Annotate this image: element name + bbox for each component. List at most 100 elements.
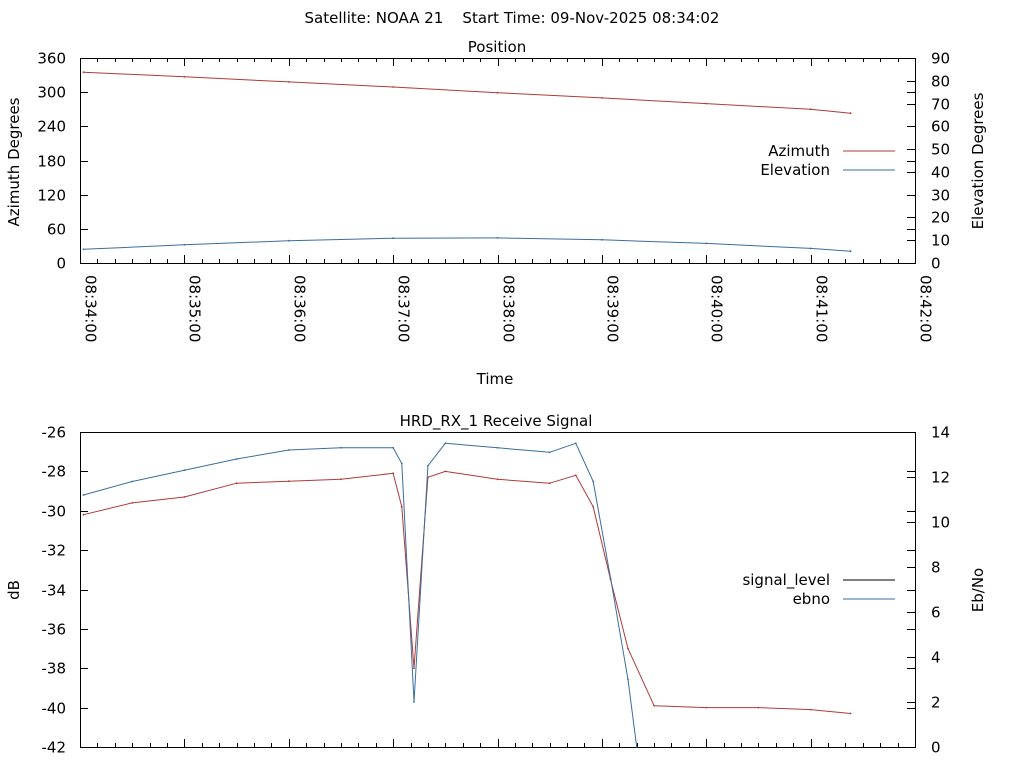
data-point: [287, 81, 290, 83]
y-tick-label: -42: [42, 739, 67, 757]
y-tick-label: 0: [56, 255, 66, 273]
data-point: [400, 462, 403, 465]
legend-elevation-label: Elevation: [760, 161, 830, 179]
data-point: [548, 451, 551, 454]
y2-tick-label: 50: [931, 141, 950, 159]
position-series: [82, 71, 852, 253]
data-point: [287, 480, 290, 483]
x-tick-label: 08:35:00: [186, 275, 204, 342]
data-point: [287, 239, 290, 242]
position-y2-axis: 0 10 20 30 40 50 60 70 80 90: [907, 50, 950, 273]
y2-tick-label: 70: [931, 96, 950, 114]
signal-chart-title: HRD_RX_1 Receive Signal: [400, 412, 593, 431]
data-point: [413, 667, 415, 670]
x-tick-label: 08:34:00: [82, 275, 100, 342]
data-point: [705, 242, 708, 245]
data-point: [496, 91, 499, 94]
data-point: [82, 494, 85, 496]
data-point: [635, 746, 638, 748]
data-point: [548, 482, 551, 485]
data-point: [183, 243, 186, 246]
signal-chart: HRD_RX_1 Receive Signal -26 -28 -30 -32 -34 -…: [5, 412, 987, 757]
signal-y-axis: -26 -28 -30 -32 -34 -36 -38 -40 -42: [42, 424, 915, 757]
legend-azimuth-label: Azimuth: [768, 142, 830, 160]
data-point: [601, 97, 603, 99]
signal-y2-axis-label: Eb/No: [969, 568, 987, 612]
y2-tick-label: 6: [931, 604, 941, 622]
series-line-ebno: [83, 442, 638, 748]
data-point: [340, 478, 342, 481]
y-tick-label: 360: [37, 50, 66, 68]
y-tick-label: -36: [42, 621, 67, 639]
data-point: [609, 577, 612, 580]
x-tick-label: 08:42:00: [917, 275, 935, 342]
signal-legend: signal_level ebno: [742, 571, 895, 608]
data-point: [392, 472, 394, 475]
data-point: [82, 248, 85, 251]
data-point: [849, 250, 852, 253]
y2-tick-label: 2: [931, 694, 941, 712]
data-point: [183, 75, 186, 78]
position-y2-axis-label: Elevation Degrees: [969, 92, 987, 229]
series-line-elevation: [83, 237, 851, 252]
y2-tick-label: 0: [931, 739, 941, 757]
data-point: [235, 458, 238, 460]
data-point: [496, 446, 499, 449]
y-tick-label: 300: [37, 84, 66, 102]
data-point: [849, 112, 852, 115]
y2-tick-label: 0: [931, 255, 941, 273]
data-point: [809, 108, 812, 111]
y2-tick-label: 10: [931, 514, 950, 532]
y2-tick-label: 4: [931, 649, 941, 667]
data-point: [82, 513, 85, 516]
data-point: [653, 704, 655, 707]
y2-tick-label: 14: [931, 424, 950, 442]
y-tick-label: -26: [42, 424, 67, 442]
data-point: [809, 247, 812, 250]
y2-tick-label: 40: [931, 164, 950, 182]
y2-tick-label: 8: [931, 559, 941, 577]
y2-tick-label: 60: [931, 118, 950, 136]
data-point: [757, 706, 760, 709]
series-line-azimuth: [83, 71, 851, 114]
signal-x-axis: [80, 739, 916, 747]
data-point: [574, 442, 577, 445]
position-chart-title: Position: [468, 38, 526, 56]
data-point: [183, 496, 186, 498]
y2-tick-label: 20: [931, 209, 950, 227]
data-point: [627, 647, 629, 650]
y-tick-label: -30: [42, 503, 67, 521]
data-point: [705, 706, 708, 709]
legend-signal-level-label: signal_level: [742, 571, 830, 590]
legend-ebno-label: ebno: [793, 590, 830, 608]
y-tick-label: 180: [37, 153, 66, 171]
y-tick-label: -32: [42, 542, 67, 560]
data-point: [340, 446, 342, 449]
signal-y2-axis: 0 2 4 6 8 10 12 14: [907, 424, 950, 757]
data-point: [444, 442, 447, 445]
x-tick-label: 08:41:00: [813, 275, 831, 342]
y-tick-label: -28: [42, 463, 67, 481]
position-x-axis: 08:34:00 08:35:00 08:36:00 08:37:00 08:38:00…: [80, 58, 935, 342]
data-point: [413, 701, 415, 703]
data-point: [392, 86, 394, 88]
data-point: [601, 238, 603, 241]
data-point: [627, 678, 629, 681]
y-tick-label: 120: [37, 187, 66, 205]
y2-tick-label: 80: [931, 73, 950, 91]
y-tick-label: -34: [42, 582, 67, 600]
data-point: [400, 505, 403, 508]
data-point: [392, 237, 394, 240]
data-point: [592, 505, 595, 508]
data-point: [392, 446, 394, 449]
data-point: [235, 482, 238, 485]
x-tick-label: 08:40:00: [708, 275, 726, 342]
data-point: [444, 470, 447, 473]
data-point: [705, 102, 708, 105]
data-point: [592, 480, 595, 483]
data-point: [287, 449, 290, 451]
y-tick-label: 240: [37, 118, 66, 136]
data-point: [183, 469, 186, 472]
y-tick-label: -38: [42, 660, 67, 678]
